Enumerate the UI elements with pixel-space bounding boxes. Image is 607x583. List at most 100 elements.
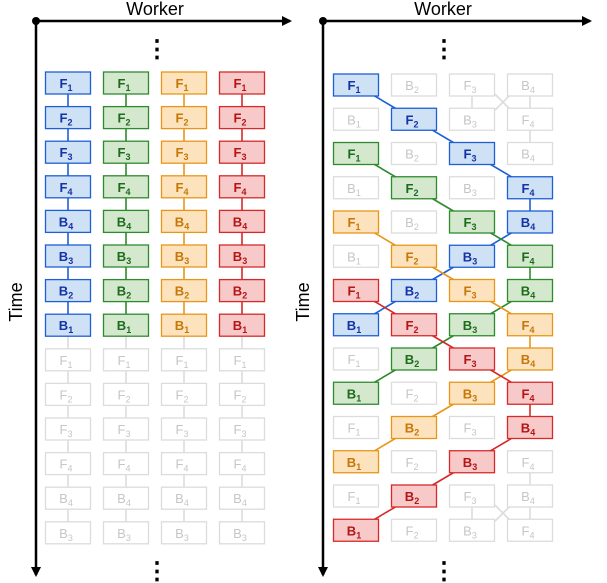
left-step-w4-r0: F1 bbox=[218, 71, 266, 95]
left-ghost-w4-r5-box bbox=[218, 521, 266, 545]
right-step-r0-c2-box bbox=[448, 73, 496, 97]
left-step-w3-r3-label: F4 bbox=[176, 180, 189, 197]
right-step-r9-c2-label: B3 bbox=[463, 386, 477, 403]
left-step-w1-r5-box bbox=[44, 244, 92, 268]
right-step-r9-c1: F2 bbox=[390, 381, 438, 405]
left-worker-axis-label: Worker bbox=[126, 0, 184, 19]
left-step-w4-r0-label: F1 bbox=[234, 76, 247, 93]
left-step-w2-r3-label: F4 bbox=[118, 180, 131, 197]
right-step-r4-c2-box bbox=[448, 210, 496, 234]
left-ghost-w1-r0-label: F1 bbox=[60, 353, 73, 370]
right-step-r2-c2: F3 bbox=[448, 141, 496, 166]
left-step-w3-r2-label: F3 bbox=[176, 145, 189, 162]
left-step-w2-r1: F2 bbox=[102, 105, 150, 130]
left-ghost-w2-r4: B4 bbox=[102, 486, 150, 510]
right-step-r0-c3: B4 bbox=[506, 73, 554, 97]
left-step-w2-r7-box bbox=[102, 313, 150, 337]
right-step-r7-c3-box bbox=[506, 313, 554, 337]
left-ghost-w3-r3: F4 bbox=[160, 451, 208, 476]
right-step-r5-c3-label: F4 bbox=[522, 249, 535, 266]
right-step-r12-c3: B4 bbox=[506, 484, 554, 508]
left-ghost-w2-r3-label: F4 bbox=[118, 457, 131, 474]
right-step-r0-c3-label: B4 bbox=[521, 78, 535, 95]
left-step-w2-r0-box bbox=[102, 71, 150, 95]
left-ghost-w4-r2-label: F3 bbox=[234, 422, 247, 439]
right-step-r10-c1-box bbox=[390, 415, 438, 440]
left-ghost-w1-r3: F4 bbox=[44, 451, 92, 476]
right-step-r11-c1-box bbox=[390, 450, 438, 474]
left-step-w4-r2-box bbox=[218, 140, 266, 164]
right-step-r5-c2: B3 bbox=[448, 244, 496, 268]
right-step-r3-c1-box bbox=[390, 176, 438, 200]
left-step-w1-r2-box bbox=[44, 140, 92, 164]
right-panel-links bbox=[355, 84, 531, 531]
right-step-r3-c0-box bbox=[332, 176, 380, 200]
right-step-r13-c3-box bbox=[506, 518, 554, 542]
right-panel-grid: F1 B2 F3 B4 B1 F2 B3 F4 F1 B2 F3 B4 B1 F2 B3 F4 F1 B2 F3 B4… bbox=[332, 73, 554, 542]
left-step-w1-r0-label: F1 bbox=[60, 76, 73, 93]
left-ghost-w2-r1: F2 bbox=[102, 382, 150, 407]
right-step-r9-c0-label: B1 bbox=[347, 386, 361, 403]
right-step-r7-c2-box bbox=[448, 313, 496, 337]
left-step-w3-r0-label: F1 bbox=[176, 76, 189, 93]
left-step-w3-r0-box bbox=[160, 71, 208, 95]
right-step-r5-c2-box bbox=[448, 244, 496, 268]
right-step-r8-c0: F1 bbox=[332, 347, 380, 371]
right-step-r4-c1-label: B2 bbox=[405, 215, 419, 232]
right-step-r11-c1: F2 bbox=[390, 450, 438, 474]
right-step-r8-c1-label: B2 bbox=[405, 352, 419, 369]
left-ghost-w2-r4-label: B4 bbox=[117, 491, 131, 508]
right-step-r11-c2: B3 bbox=[448, 450, 496, 474]
right-ghost-cross-0-b bbox=[494, 93, 512, 111]
left-ghost-w2-r4-box bbox=[102, 486, 150, 510]
right-step-r7-c1: F2 bbox=[390, 313, 438, 337]
left-step-w3-r4-label: B4 bbox=[175, 214, 189, 231]
right-step-r2-c0-box bbox=[332, 141, 380, 166]
right-step-r1-c3: F4 bbox=[506, 107, 554, 131]
right-step-r5-c0-label: B1 bbox=[347, 249, 361, 266]
right-step-r8-c0-label: F1 bbox=[348, 352, 361, 369]
left-ghost-w1-r5: B3 bbox=[44, 521, 92, 545]
left-ghost-w4-r2: F3 bbox=[218, 417, 266, 441]
right-step-r12-c3-box bbox=[506, 484, 554, 508]
left-step-w1-r7-box bbox=[44, 313, 92, 337]
left-ghost-w4-r1-label: F2 bbox=[234, 387, 247, 404]
right-step-r10-c3-label: B4 bbox=[521, 421, 535, 438]
right-step-r12-c0-label: F1 bbox=[348, 489, 361, 506]
right-step-r1-c0-box bbox=[332, 107, 380, 131]
left-ghost-w1-r0: F1 bbox=[44, 348, 92, 372]
left-step-w2-r4-label: B4 bbox=[117, 214, 131, 231]
left-ghost-w3-r1-label: F2 bbox=[176, 387, 189, 404]
left-step-w4-r2: F3 bbox=[218, 140, 266, 164]
right-step-r3-c2-box bbox=[448, 176, 496, 200]
left-ghost-w1-r5-label: B3 bbox=[59, 526, 73, 543]
left-step-w2-r6: B2 bbox=[102, 278, 150, 303]
left-ghost-w2-r0-box bbox=[102, 348, 150, 372]
right-step-r11-c2-box bbox=[448, 450, 496, 474]
right-bottom-continuation-dots: ⋮ bbox=[432, 558, 456, 583]
left-step-w4-r1: F2 bbox=[218, 105, 266, 130]
left-ghost-w4-r1-box bbox=[218, 382, 266, 407]
left-step-w2-r5: B3 bbox=[102, 244, 150, 268]
left-step-w3-r3: F4 bbox=[160, 175, 208, 199]
right-step-r3-c3-label: F4 bbox=[522, 181, 535, 198]
right-step-r13-c0-box bbox=[332, 518, 380, 542]
left-ghost-w1-r1-label: F2 bbox=[60, 387, 73, 404]
left-step-w1-r3-box bbox=[44, 175, 92, 199]
left-step-w3-r5-label: B3 bbox=[175, 249, 189, 266]
left-step-w3-r7: B1 bbox=[160, 313, 208, 337]
left-step-w2-r6-box bbox=[102, 278, 150, 303]
left-ghost-w2-r5-box bbox=[102, 521, 150, 545]
left-step-w2-r2: F3 bbox=[102, 140, 150, 164]
right-step-r7-c0-box bbox=[332, 313, 380, 337]
left-step-w3-r2-box bbox=[160, 140, 208, 164]
left-step-w1-r7: B1 bbox=[44, 313, 92, 337]
right-step-r6-c1-label: B2 bbox=[405, 284, 419, 301]
left-step-w4-r7-box bbox=[218, 313, 266, 337]
left-step-w3-r7-box bbox=[160, 313, 208, 337]
left-step-w4-r7: B1 bbox=[218, 313, 266, 337]
right-step-r0-c3-box bbox=[506, 73, 554, 97]
left-step-w2-r2-box bbox=[102, 140, 150, 164]
right-step-r8-c2: F3 bbox=[448, 347, 496, 371]
left-ghost-w3-r4-label: B4 bbox=[175, 491, 189, 508]
